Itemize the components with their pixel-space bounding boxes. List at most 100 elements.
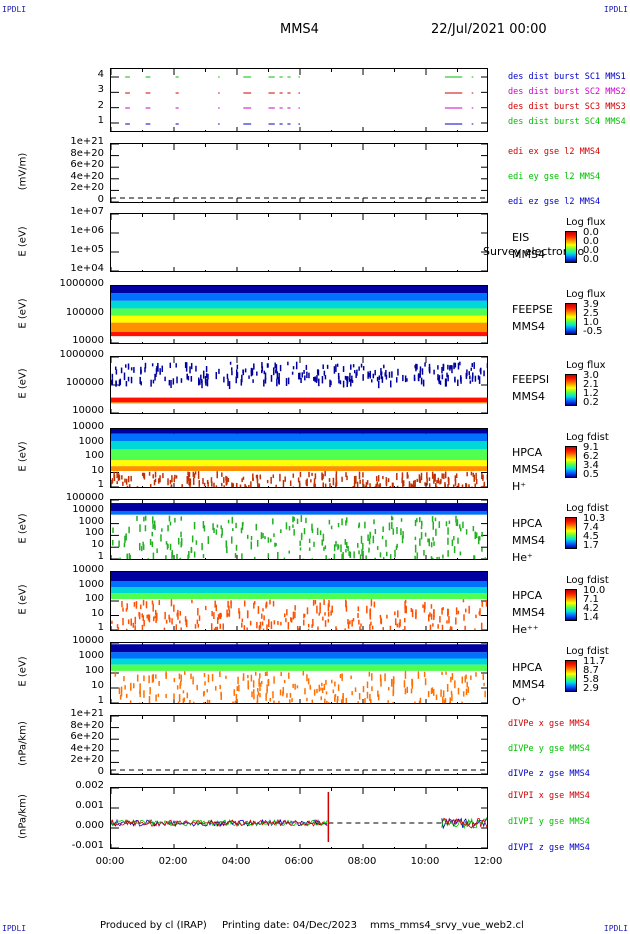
- spectrogram-speckle: [410, 607, 413, 612]
- spectrogram-speckle: [175, 624, 178, 630]
- spectrogram-speckle: [372, 535, 375, 544]
- spectrogram-speckle: [202, 478, 204, 485]
- spectrogram-speckle: [211, 674, 214, 682]
- spectrogram-speckle: [144, 367, 146, 373]
- spectrogram-speckle: [191, 535, 194, 543]
- spectrogram-speckle: [190, 376, 193, 382]
- spectrogram-speckle: [130, 682, 132, 691]
- plot-area-burst: [111, 69, 487, 131]
- spectrogram-speckle: [423, 671, 426, 678]
- spectrogram-speckle: [439, 380, 442, 385]
- spectrogram-speckle: [232, 528, 234, 532]
- spectrogram-speckle: [386, 551, 388, 557]
- spectrogram-speckle: [311, 472, 313, 476]
- spectrogram-speckle: [390, 515, 393, 521]
- spectrogram-speckle: [157, 362, 159, 367]
- spectrogram-speckle: [196, 619, 199, 625]
- spectrogram-speckle: [466, 472, 468, 477]
- ytick-label: 0.002: [75, 780, 104, 791]
- spectrogram-speckle: [362, 550, 364, 556]
- spectrogram-speckle: [419, 370, 421, 378]
- spectrogram-speckle: [316, 688, 318, 694]
- panel-right-label: He⁺: [512, 551, 533, 565]
- spectrogram-speckle: [391, 371, 393, 378]
- spectrogram-speckle: [203, 525, 206, 532]
- spectrogram-speckle: [474, 483, 476, 487]
- spectrogram-band: [111, 293, 487, 301]
- spectrogram-speckle: [179, 683, 181, 689]
- panel-feepse: [110, 285, 488, 344]
- spectrogram-speckle: [342, 695, 344, 702]
- spectrogram-speckle: [223, 477, 225, 483]
- spectrogram-speckle: [378, 375, 381, 379]
- spectrogram-speckle: [369, 370, 372, 379]
- spectrogram-speckle: [148, 695, 151, 703]
- spectrogram-speckle: [287, 622, 290, 630]
- spectrogram-speckle: [437, 374, 439, 381]
- spectrogram-speckle: [321, 472, 323, 480]
- spectrogram-speckle: [156, 366, 158, 371]
- legend-entry: dIVPI x gse MMS4: [508, 791, 590, 801]
- spectrogram-speckle: [133, 602, 136, 607]
- spectrogram-speckle: [205, 373, 208, 378]
- spectrogram-speckle: [222, 623, 225, 630]
- spectrogram-speckle: [192, 676, 194, 685]
- spectrogram-speckle: [362, 374, 364, 381]
- spectrogram-speckle: [168, 379, 171, 386]
- spectrogram-speckle: [136, 486, 139, 487]
- spectrogram-speckle: [429, 624, 432, 630]
- spectrogram-speckle: [256, 539, 259, 547]
- spectrogram-speckle: [322, 616, 324, 621]
- spectrogram-speckle: [369, 483, 371, 487]
- spectrogram-speckle: [462, 691, 465, 697]
- spectrogram-speckle: [277, 551, 279, 559]
- spectrogram-speckle: [189, 366, 191, 374]
- spectrogram-speckle: [179, 620, 181, 624]
- spectrogram-speckle: [353, 483, 356, 487]
- spectrogram-speckle: [313, 376, 315, 381]
- spectrogram-speckle: [394, 618, 397, 626]
- panel-right-label: FEEPSI: [512, 373, 550, 387]
- xtick-label: 02:00: [158, 856, 188, 867]
- spectrogram-speckle: [272, 600, 275, 607]
- spectrogram-speckle: [262, 532, 264, 539]
- spectrogram-speckle: [325, 555, 327, 559]
- spectrogram-speckle: [337, 544, 339, 550]
- spectrogram-speckle: [252, 473, 254, 481]
- panel-right-label: MMS4: [512, 319, 545, 333]
- spectrogram-speckle: [273, 676, 275, 684]
- spectrogram-speckle: [371, 625, 374, 630]
- spectrogram-speckle: [427, 691, 430, 698]
- spectrogram-speckle: [169, 362, 172, 369]
- spectrogram-speckle: [298, 480, 301, 487]
- spectrogram-speckle: [348, 630, 350, 631]
- spectrogram-speckle: [216, 626, 219, 630]
- spectrogram-speckle: [454, 479, 457, 486]
- spectrogram-speckle: [455, 486, 458, 487]
- spectrogram-speckle: [151, 600, 154, 605]
- spectrogram-speckle: [329, 379, 331, 388]
- spectrogram-speckle: [140, 366, 142, 375]
- spectrogram-speckle: [396, 527, 398, 534]
- spectrogram-speckle: [434, 473, 436, 482]
- spectrogram-speckle: [187, 702, 189, 703]
- spectrogram-speckle: [454, 475, 457, 482]
- xtick-label: 12:00: [473, 856, 503, 867]
- spectrogram-speckle: [256, 371, 258, 376]
- spectrogram-speckle: [266, 689, 268, 694]
- spectrogram-speckle: [135, 601, 138, 609]
- plot-area-eis: [111, 214, 487, 271]
- spectrogram-speckle: [188, 478, 190, 486]
- spectrogram-speckle: [335, 364, 337, 372]
- spectrogram-speckle: [247, 674, 249, 679]
- spectrogram-speckle: [252, 680, 255, 688]
- spectrogram-speckle: [260, 682, 262, 687]
- spectrogram-speckle: [423, 549, 425, 556]
- spectrogram-speckle: [298, 628, 300, 630]
- spectrogram-speckle: [303, 528, 306, 535]
- spectrogram-speckle: [279, 473, 281, 482]
- spectrogram-speckle: [127, 475, 130, 483]
- spectrogram-speckle: [323, 599, 325, 605]
- spectrogram-speckle: [198, 480, 201, 487]
- spectrogram-speckle: [438, 375, 441, 379]
